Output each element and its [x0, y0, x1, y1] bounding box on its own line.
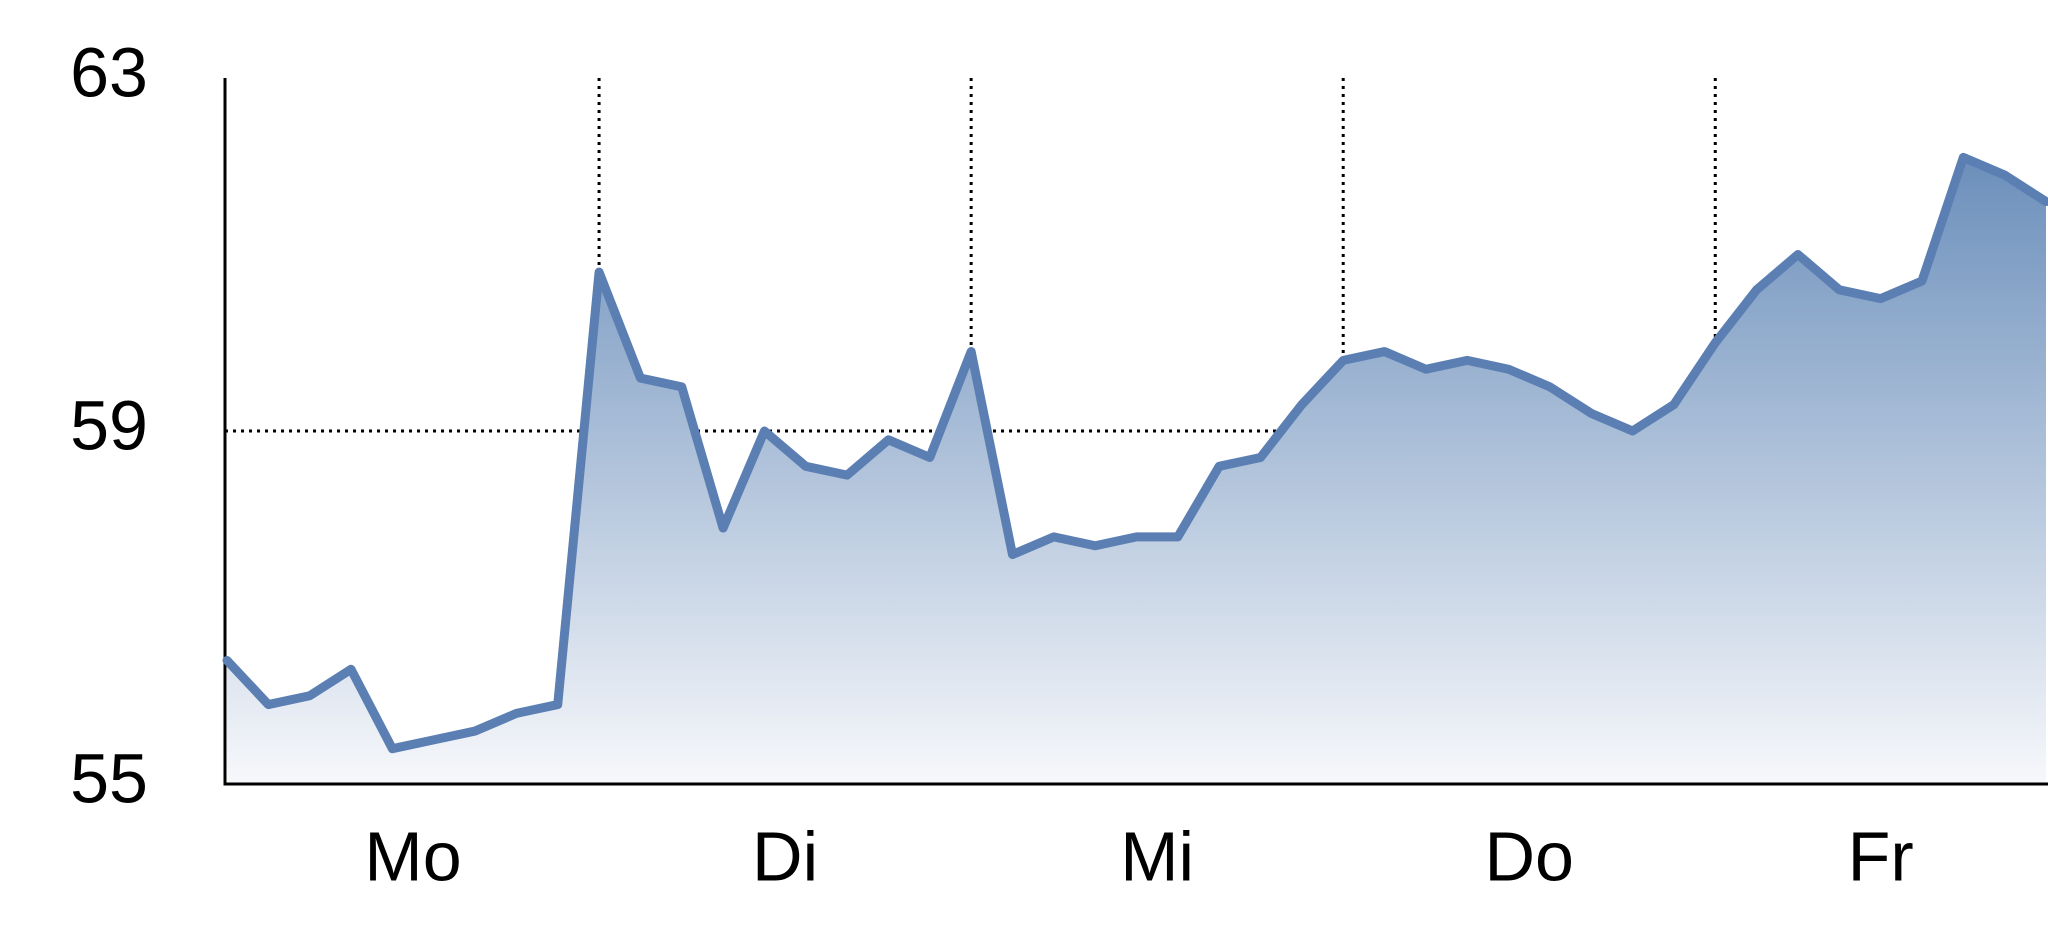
y-tick-label: 59 [70, 386, 148, 464]
series-line-group [222, 152, 2048, 754]
x-tick-label: Di [752, 817, 818, 895]
x-tick-label: Mi [1120, 817, 1194, 895]
y-tick-label: 55 [70, 739, 148, 817]
axes [223, 78, 2048, 786]
x-tick-label: Do [1484, 817, 1573, 895]
x-tick-label: Mo [364, 817, 461, 895]
series-area [227, 157, 2046, 785]
tick-labels: 63 59 55 Mo Di Mi Do Fr [70, 33, 1914, 895]
x-tick-label: Fr [1848, 817, 1914, 895]
y-tick-label: 63 [70, 33, 148, 111]
